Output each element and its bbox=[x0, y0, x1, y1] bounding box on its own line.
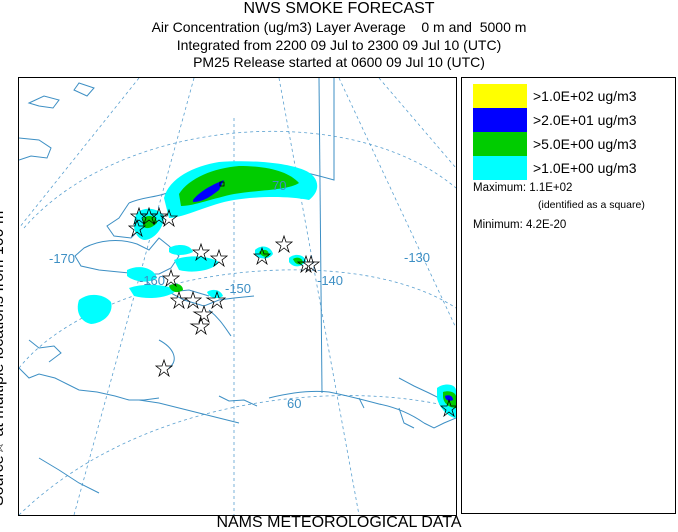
source-star bbox=[205, 290, 227, 310]
maximum-square-marker bbox=[219, 181, 225, 187]
grid-label-70: 70 bbox=[272, 178, 286, 193]
grid-labels: 70 -170 -160 -150 -140 -130 60 bbox=[49, 178, 430, 411]
source-star bbox=[159, 208, 179, 228]
source-star bbox=[127, 218, 147, 238]
source-star bbox=[191, 242, 211, 262]
source-star bbox=[189, 316, 211, 336]
integration-period: Integrated from 2200 09 Jul to 2300 09 J… bbox=[176, 37, 502, 53]
source-markers bbox=[127, 206, 456, 418]
release-start: PM25 Release started at 0600 09 Jul 10 (… bbox=[193, 54, 485, 70]
concentration-subtitle: Air Concentration (ug/m3) Layer Average … bbox=[151, 19, 527, 35]
legend-swatch-cyan bbox=[473, 156, 527, 180]
graticule bbox=[19, 78, 456, 515]
concentration-legend: >1.0E+02 ug/m3 >2.0E+01 ug/m3 >5.0E+00 u… bbox=[461, 77, 676, 514]
coastlines bbox=[19, 78, 456, 494]
grid-label-lon-160: -160 bbox=[139, 273, 165, 288]
grid-label-lon-140: -140 bbox=[317, 273, 343, 288]
source-star bbox=[149, 206, 169, 226]
maximum-note: (identified as a square) bbox=[538, 199, 645, 211]
legend-label: >1.0E+02 ug/m3 bbox=[533, 88, 637, 104]
grid-label-lon-170: -170 bbox=[49, 251, 75, 266]
map-canvas: 70 -170 -160 -150 -140 -130 60 bbox=[19, 78, 456, 515]
legend-label: >1.0E+00 ug/m3 bbox=[533, 160, 637, 176]
legend-label: >2.0E+01 ug/m3 bbox=[533, 112, 637, 128]
source-star bbox=[161, 268, 181, 288]
smoke-map: 70 -170 -160 -150 -140 -130 60 bbox=[18, 77, 457, 516]
legend-swatch-green bbox=[473, 132, 527, 156]
legend-swatch-blue bbox=[473, 108, 527, 132]
maximum-value: Maximum: 1.1E+02 bbox=[473, 182, 573, 194]
source-star bbox=[209, 248, 229, 268]
source-star bbox=[296, 254, 316, 274]
source-star bbox=[192, 304, 214, 324]
source-star bbox=[301, 254, 321, 274]
source-star bbox=[154, 358, 174, 378]
source-star bbox=[183, 290, 203, 310]
source-star bbox=[252, 246, 272, 266]
legend-swatch-yellow bbox=[473, 84, 527, 108]
legend-label: >5.0E+00 ug/m3 bbox=[533, 136, 637, 152]
data-source-footer: NAMS METEOROLOGICAL DATA bbox=[216, 514, 462, 531]
minimum-value: Minimum: 4.2E-20 bbox=[473, 219, 567, 231]
grid-label-lat-60: 60 bbox=[287, 396, 301, 411]
forecast-title: NWS SMOKE FORECAST bbox=[243, 0, 435, 17]
grid-label-lon-150: -150 bbox=[225, 281, 251, 296]
smoke-plumes bbox=[77, 161, 456, 418]
source-star bbox=[439, 398, 456, 418]
grid-label-lon-130: -130 bbox=[404, 250, 430, 265]
source-star bbox=[274, 234, 294, 254]
